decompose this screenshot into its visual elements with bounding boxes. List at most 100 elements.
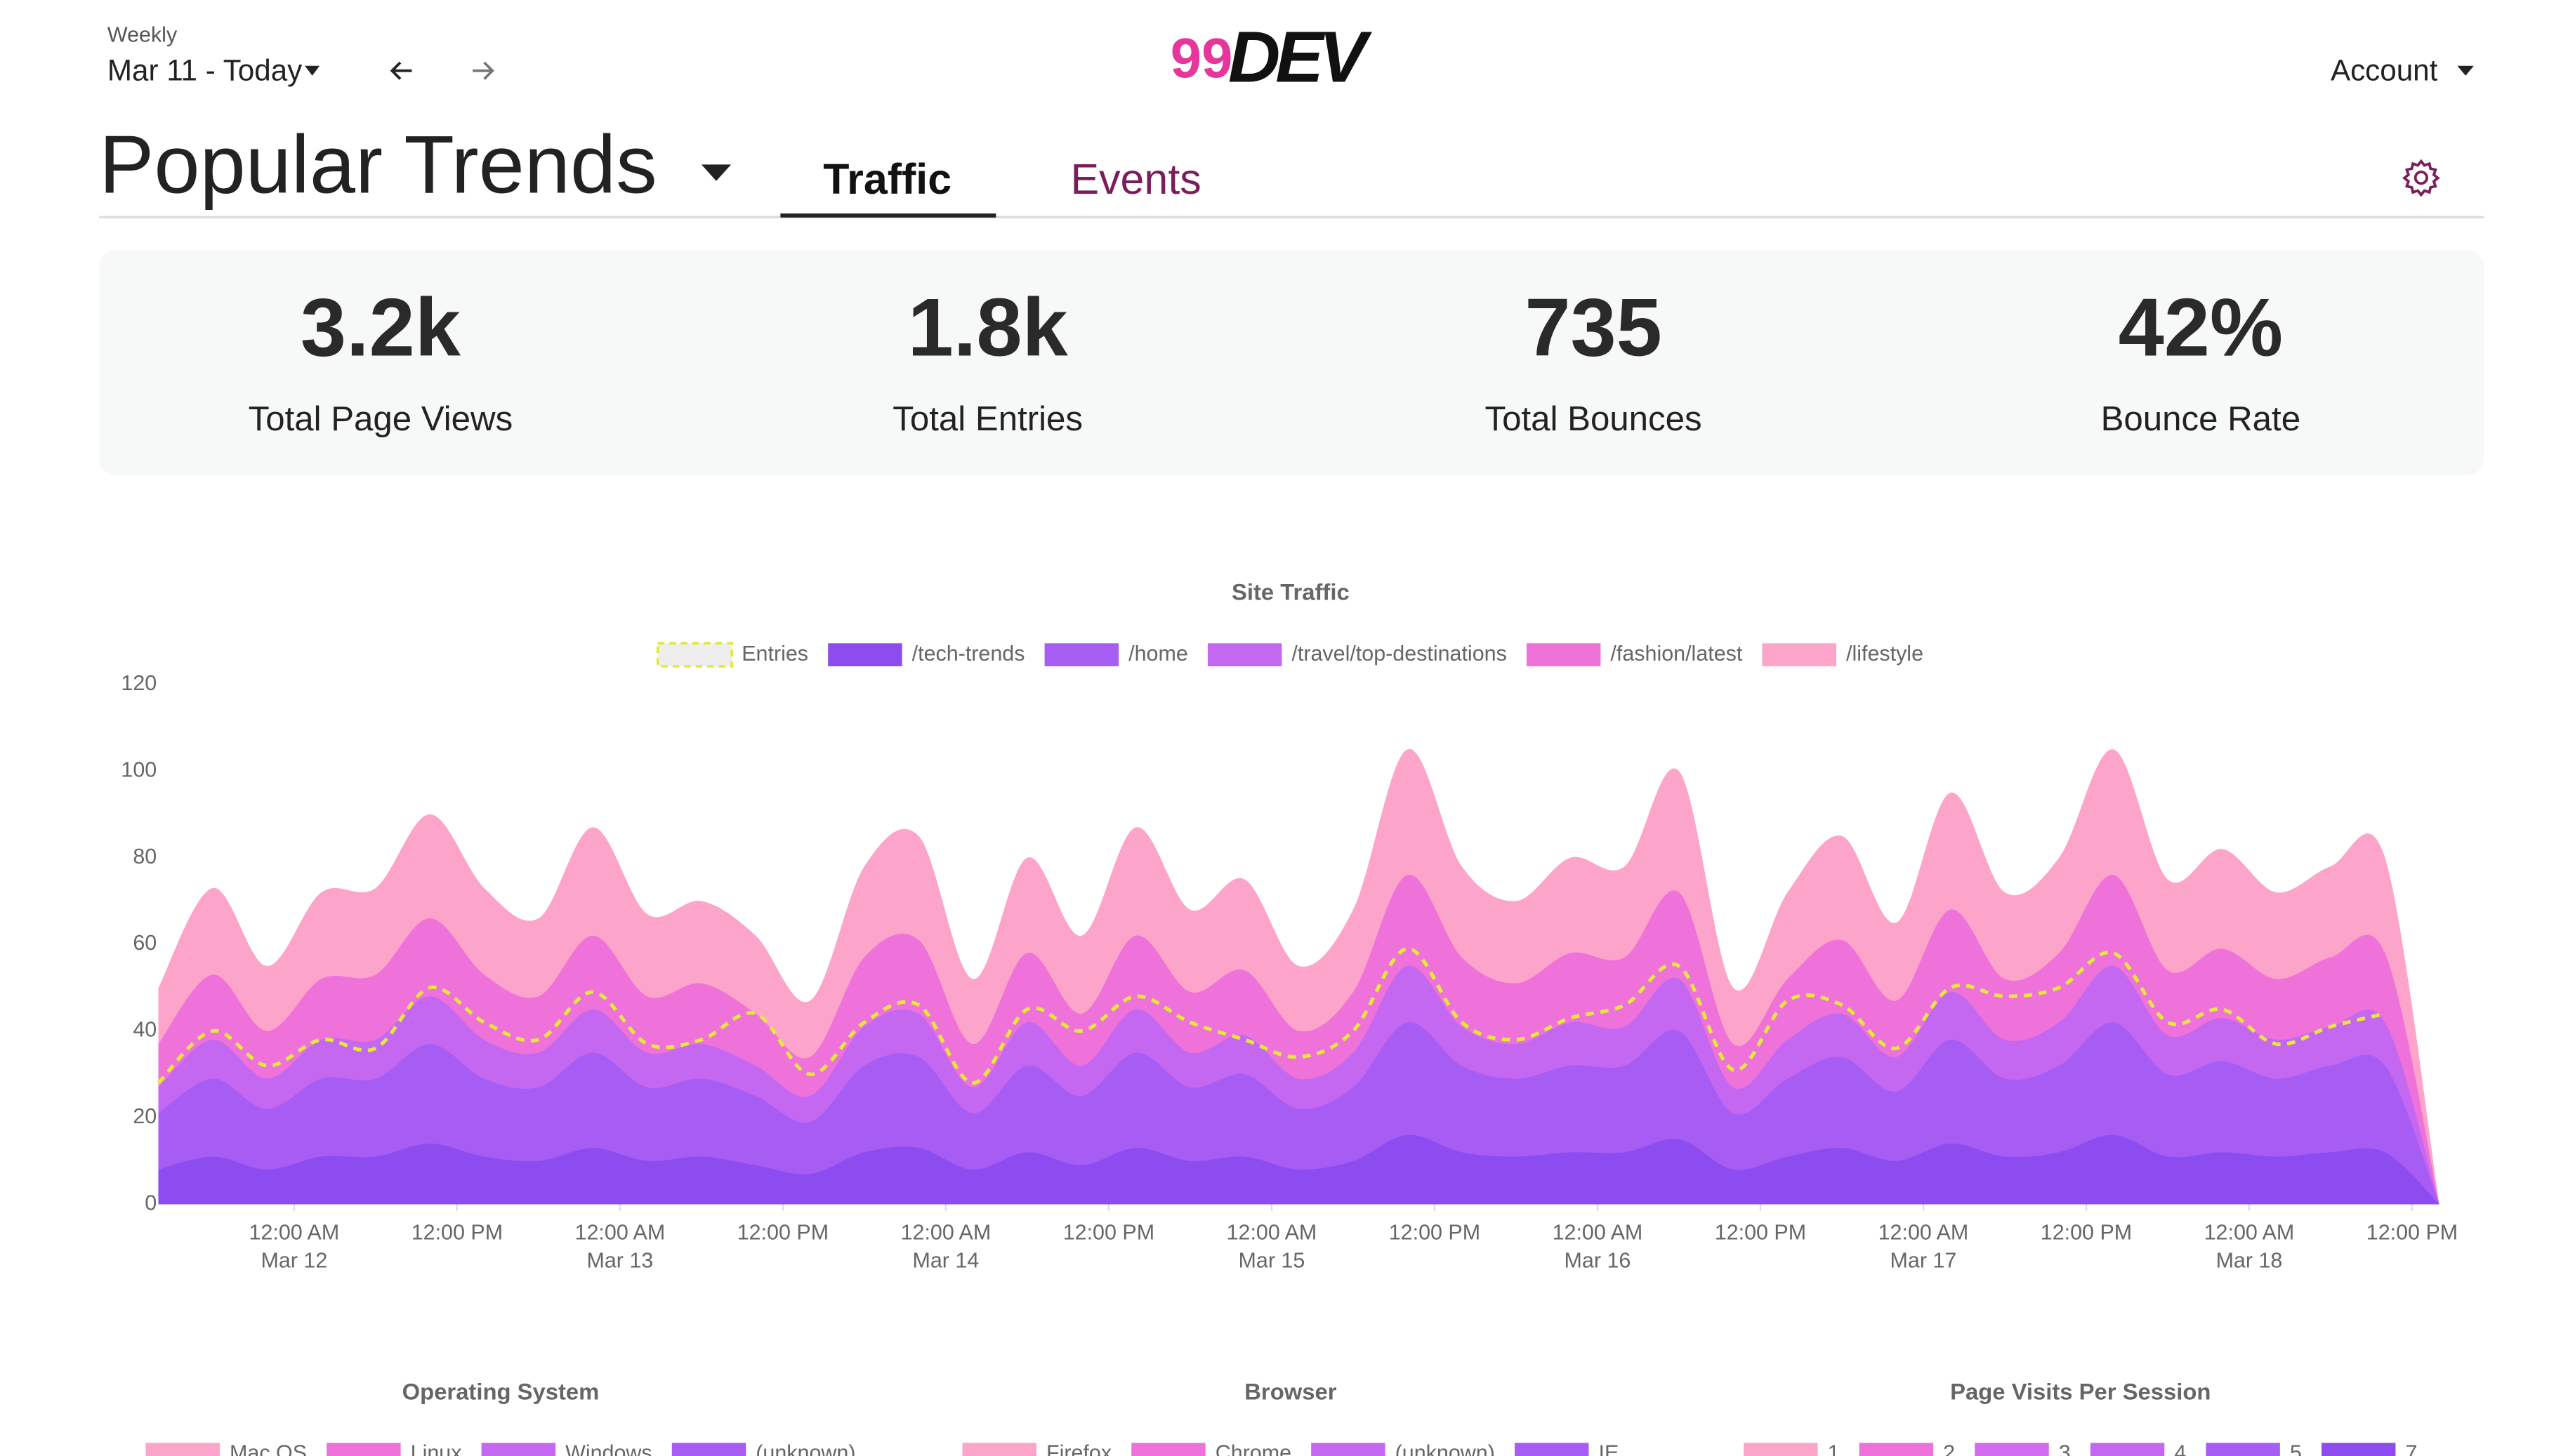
account-menu[interactable]: Account [2331, 53, 2474, 86]
x-tick-label: 12:00 PM [2041, 1221, 2132, 1245]
legend-label[interactable]: 3 [2059, 1441, 2071, 1456]
legend-swatch[interactable] [145, 1443, 220, 1456]
stat-value: 42% [2119, 282, 2283, 373]
account[interactable]: Account [2331, 53, 2438, 86]
entries-line [157, 946, 2385, 1085]
stat-value: 3.2k [301, 282, 461, 373]
date-picker[interactable]: Weekly Mar 11 - Today [107, 23, 320, 87]
x-tick-label: 12:00 PM [1063, 1221, 1154, 1245]
pie-chart: Operating System Mac OS Linux Windows (unkno… [145, 1379, 855, 1456]
legend-swatch[interactable] [671, 1443, 746, 1456]
stat-label: Bounce Rate [2101, 399, 2300, 438]
stat-label: Total Entries [893, 399, 1083, 438]
legend-swatch[interactable] [1762, 643, 1836, 667]
legend-label[interactable]: 4 [2174, 1441, 2186, 1456]
legend-label[interactable]: 5 [2290, 1441, 2302, 1456]
legend-label[interactable]: IE [1598, 1441, 1619, 1456]
legend-swatch[interactable] [1207, 643, 1282, 667]
period-label: Weekly [107, 23, 178, 47]
x-tick-label: 12:00 AM [901, 1221, 992, 1245]
legend: Entries/tech-trends/home/travel/top-dest… [656, 642, 1923, 668]
legend-swatch[interactable] [828, 643, 902, 667]
y-tick-label: 0 [145, 1191, 157, 1215]
legend-label[interactable]: (unknown) [756, 1441, 855, 1456]
x-tick-label: 12:00 PM [2366, 1221, 2458, 1245]
logo-number: 99 [1171, 27, 1233, 89]
legend-swatch[interactable] [1131, 1443, 1206, 1456]
stats-panel [99, 250, 2484, 476]
chart-title: Page Visits Per Session [1950, 1379, 2211, 1405]
legend-label[interactable]: 1 [1828, 1441, 1840, 1456]
legend: Firefox Chrome (unknown) IE [962, 1441, 1619, 1456]
legend-label[interactable]: Firefox [1046, 1441, 1112, 1456]
x-tick-date: Mar 18 [2216, 1249, 2283, 1273]
settings-icon[interactable] [2402, 159, 2440, 197]
y-tick-label: 60 [133, 931, 157, 955]
stat-label: Total Page Views [249, 399, 513, 438]
x-tick-label: 12:00 AM [1227, 1221, 1317, 1245]
legend-label[interactable]: /lifestyle [1846, 642, 1923, 666]
stat-label: Total Bounces [1485, 399, 1702, 438]
legend-label[interactable]: /travel/top-destinations [1291, 642, 1506, 666]
legend-swatch[interactable] [1044, 643, 1119, 667]
x-tick-date: Mar 14 [913, 1249, 980, 1273]
stat-value: 1.8k [908, 282, 1069, 373]
nav-next[interactable] [473, 61, 494, 80]
x-tick-label: 12:00 PM [1715, 1221, 1806, 1245]
legend-label[interactable]: Chrome [1216, 1441, 1291, 1456]
legend-label[interactable]: Mac OS [230, 1441, 307, 1456]
logo-text: DEV [1228, 16, 1372, 97]
legend-swatch[interactable] [2321, 1443, 2396, 1456]
legend-label[interactable]: Windows [565, 1441, 652, 1456]
legend: 1 2 3 4 5 7 [1744, 1441, 2417, 1456]
y-tick-label: 40 [133, 1018, 157, 1042]
x-tick-label: 12:00 PM [411, 1221, 503, 1245]
legend-swatch[interactable] [1526, 643, 1601, 667]
legend-label[interactable]: 2 [1943, 1441, 1955, 1456]
x-tick-date: Mar 17 [1890, 1249, 1957, 1273]
date-range[interactable]: Mar 11 - Today [107, 53, 302, 86]
legend-swatch[interactable] [1744, 1443, 1818, 1456]
pie-chart: Page Visits Per Session 1 2 3 4 5 7 [1744, 1379, 2417, 1456]
logo: 99 DEV [1171, 16, 1377, 97]
legend-label[interactable]: (unknown) [1395, 1441, 1495, 1456]
legend-swatch[interactable] [1975, 1443, 2049, 1456]
legend-swatch[interactable] [1859, 1443, 1934, 1456]
tab[interactable]: Events [1070, 155, 1201, 203]
x-tick-label: 12:00 AM [249, 1221, 340, 1245]
x-tick-date: Mar 13 [587, 1249, 654, 1273]
caret [305, 65, 320, 76]
pie-chart: Browser Firefox Chrome (unknown) IE [962, 1379, 1619, 1456]
legend-label[interactable]: Entries [742, 642, 808, 666]
tab-active[interactable]: Traffic [823, 155, 952, 203]
y-tick-label: 20 [133, 1104, 157, 1128]
x-tick-label: 12:00 AM [2204, 1221, 2295, 1245]
legend-swatch[interactable] [481, 1443, 556, 1456]
caret[interactable] [701, 164, 732, 181]
area [158, 1134, 2439, 1205]
x-tick-date: Mar 12 [261, 1249, 327, 1273]
legend-swatch[interactable] [327, 1443, 401, 1456]
caret [2457, 65, 2474, 76]
legend-swatch[interactable] [962, 1443, 1036, 1456]
site-traffic-chart: Site Traffic Entries/tech-trends/home/tra… [121, 579, 2458, 1273]
page-title[interactable]: Popular Trends [99, 119, 657, 211]
legend-label[interactable]: 7 [2405, 1441, 2417, 1456]
legend-swatch[interactable] [1514, 1443, 1589, 1456]
legend-label[interactable]: Linux [411, 1441, 462, 1456]
x-tick-label: 12:00 PM [737, 1221, 829, 1245]
legend-label[interactable]: /tech-trends [912, 642, 1025, 666]
legend-swatch[interactable] [2206, 1443, 2280, 1456]
y-tick-label: 100 [121, 757, 157, 781]
legend-swatch[interactable] [1311, 1443, 1385, 1456]
x-tick-label: 12:00 AM [575, 1221, 666, 1245]
legend-label[interactable]: /fashion/latest [1610, 642, 1742, 666]
nav-prev[interactable] [390, 61, 412, 80]
legend-label[interactable]: /home [1128, 642, 1188, 666]
x-tick-label: 12:00 PM [1389, 1221, 1480, 1245]
legend-swatch[interactable] [656, 642, 734, 668]
chart-title: Operating System [402, 1379, 600, 1405]
legend-swatch[interactable] [2090, 1443, 2165, 1456]
